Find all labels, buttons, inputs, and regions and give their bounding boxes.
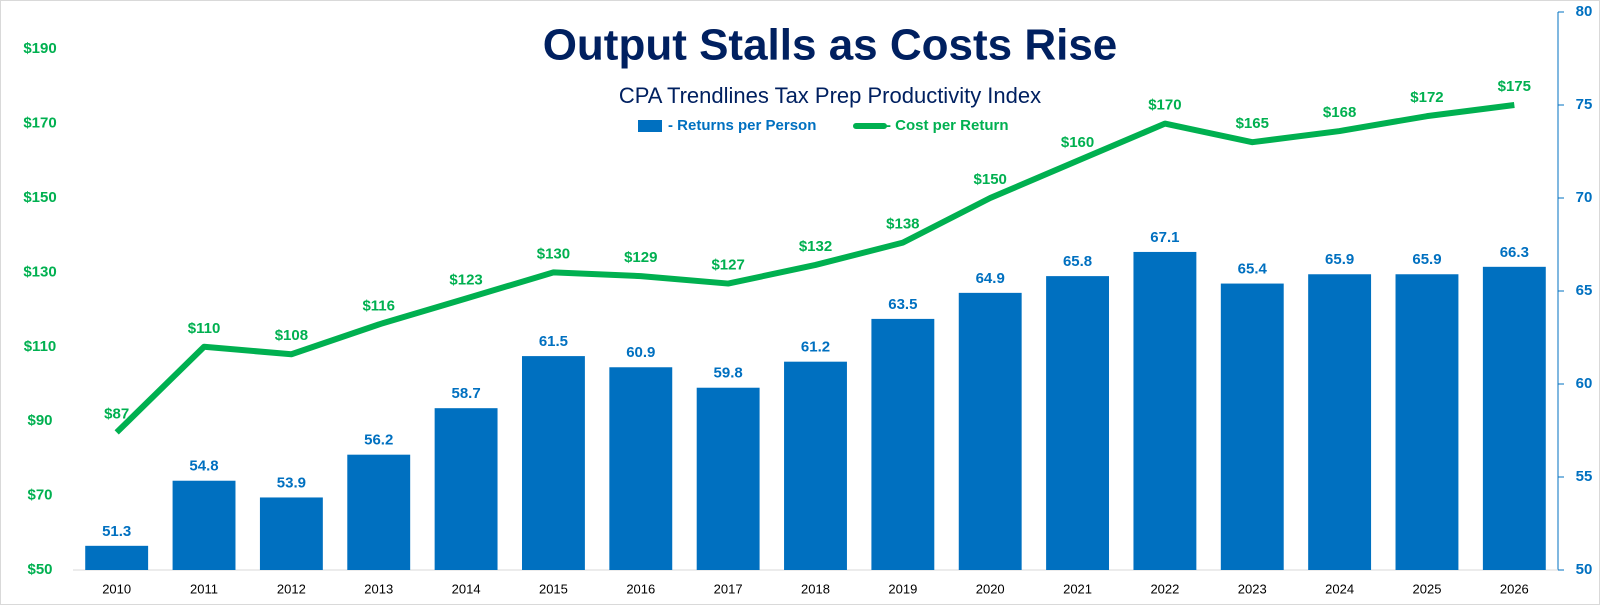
bar-value-label: 63.5 — [888, 296, 917, 313]
x-tick-label: 2023 — [1238, 581, 1267, 596]
y-tick-label: $90 — [27, 412, 52, 429]
bar — [696, 387, 760, 570]
y2-tick-label: 55 — [1576, 468, 1593, 485]
y-tick-label: $110 — [24, 338, 57, 355]
bar-value-label: 65.9 — [1412, 251, 1441, 268]
bar — [1046, 276, 1110, 570]
bar — [1308, 274, 1372, 570]
y2-tick-label: 50 — [1576, 561, 1593, 578]
bar — [1482, 266, 1546, 570]
bar-value-label: 65.8 — [1063, 253, 1092, 270]
bar-value-label: 54.8 — [189, 458, 218, 475]
x-tick-label: 2013 — [364, 581, 393, 596]
x-tick-label: 2020 — [976, 581, 1005, 596]
y-tick-label: $50 — [27, 561, 52, 578]
bar-value-label: 53.9 — [277, 474, 306, 491]
y-tick-label: $190 — [23, 40, 56, 57]
bar — [871, 318, 935, 570]
bar — [1395, 274, 1459, 570]
y2-tick-label: 80 — [1576, 3, 1593, 20]
line-value-label: $132 — [799, 238, 832, 255]
x-tick-label: 2010 — [102, 581, 131, 596]
line-value-label: $110 — [188, 320, 221, 337]
line-value-label: $160 — [1061, 134, 1094, 151]
bar — [609, 367, 673, 570]
bar — [347, 454, 411, 570]
line-value-label: $108 — [275, 327, 308, 344]
bar-value-label: 61.5 — [539, 333, 568, 350]
x-tick-label: 2022 — [1150, 581, 1179, 596]
chart-title: Output Stalls as Costs Rise — [543, 21, 1118, 70]
line-value-label: $150 — [974, 171, 1007, 188]
legend-label: - Cost per Return — [886, 117, 1009, 134]
y2-tick-label: 60 — [1576, 375, 1593, 392]
y2-tick-label: 70 — [1576, 189, 1593, 206]
x-tick-label: 2011 — [190, 581, 218, 596]
line-value-label: $172 — [1410, 89, 1443, 106]
bar — [172, 480, 236, 570]
bar — [85, 545, 149, 570]
bar-value-label: 56.2 — [364, 432, 393, 449]
x-tick-label: 2015 — [539, 581, 568, 596]
x-tick-label: 2019 — [888, 581, 917, 596]
line — [114, 102, 1515, 435]
line-value-label: $123 — [449, 271, 482, 288]
line-value-label: $175 — [1498, 78, 1531, 95]
line-value-label: $138 — [886, 216, 919, 233]
bar-value-label: 67.1 — [1150, 229, 1179, 246]
x-tick-label: 2017 — [714, 581, 743, 596]
line-value-label: $127 — [711, 257, 744, 274]
bar-value-label: 58.7 — [451, 385, 480, 402]
line-value-label: $87 — [104, 405, 129, 422]
chart-subtitle: CPA Trendlines Tax Prep Productivity Ind… — [619, 83, 1041, 108]
line-value-label: $130 — [537, 245, 570, 262]
bar-value-label: 64.9 — [976, 270, 1005, 287]
bar — [958, 292, 1022, 570]
y2-tick-label: 65 — [1576, 282, 1593, 299]
line-value-label: $129 — [624, 249, 657, 266]
bar — [521, 356, 585, 570]
x-tick-label: 2014 — [452, 581, 481, 596]
bar-value-label: 66.3 — [1500, 244, 1529, 261]
x-tick-label: 2026 — [1500, 581, 1529, 596]
line-value-label: $165 — [1236, 115, 1269, 132]
x-tick-label: 2025 — [1413, 581, 1442, 596]
bar — [1220, 283, 1284, 570]
bar — [784, 361, 847, 570]
bar — [434, 408, 498, 570]
bar-value-label: 51.3 — [102, 523, 131, 540]
bar-value-label: 60.9 — [626, 344, 655, 361]
bar — [1133, 251, 1197, 570]
bar-value-label: 59.8 — [714, 365, 743, 382]
y-tick-label: $150 — [23, 189, 56, 206]
y2-tick-label: 75 — [1576, 96, 1593, 113]
line-value-label: $116 — [362, 297, 395, 314]
x-tick-label: 2018 — [801, 581, 830, 596]
line-value-label: $170 — [1148, 97, 1181, 114]
bar-value-label: 61.2 — [801, 339, 830, 356]
y-tick-label: $70 — [27, 487, 52, 504]
x-tick-label: 2016 — [626, 581, 655, 596]
bar — [259, 497, 323, 570]
bar-value-label: 65.9 — [1325, 251, 1354, 268]
legend-label: - Returns per Person — [668, 117, 816, 134]
bar-value-label: 65.4 — [1238, 261, 1268, 278]
legend-swatch — [638, 120, 662, 132]
y-tick-label: $130 — [23, 263, 56, 280]
x-tick-label: 2012 — [277, 581, 306, 596]
x-tick-label: 2024 — [1325, 581, 1354, 596]
y-tick-label: $170 — [23, 115, 56, 132]
x-tick-label: 2021 — [1063, 581, 1092, 596]
line-value-label: $168 — [1323, 104, 1356, 121]
